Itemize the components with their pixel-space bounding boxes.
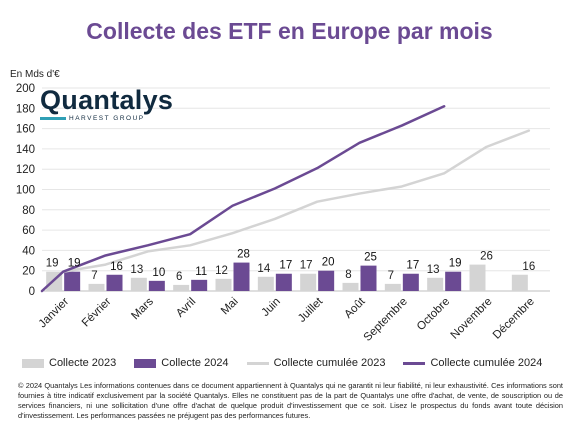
y-tick-label-40: 40: [22, 245, 35, 257]
data-label-2024-aout: 25: [364, 252, 377, 264]
x-tick-label-janvier: Janvier: [37, 296, 72, 331]
data-label-2023-octobre: 13: [427, 264, 440, 276]
disclaimer-text: © 2024 Quantalys Les informations conten…: [18, 381, 563, 420]
x-tick-label-avril: Avril: [174, 296, 198, 320]
data-label-2023-aout: 8: [345, 269, 351, 281]
legend-swatch-collecte-2024: [134, 358, 157, 368]
bar-2023-aout: [342, 282, 359, 291]
bar-2024-aout: [360, 265, 377, 291]
y-tick-label-0: 0: [29, 286, 35, 298]
legend-swatch-cumulee-2024: [403, 361, 426, 365]
x-tick-label-juillet: Juillet: [296, 295, 326, 325]
data-label-2023-septembre: 7: [388, 270, 394, 282]
line-collecte-cumulee-2024: [40, 105, 446, 293]
x-tick-label-septembre: Septembre: [362, 296, 410, 344]
y-axis-unit-label: En Mds d'€: [10, 69, 60, 80]
bar-2024-juillet: [318, 270, 335, 291]
x-tick-label-mai: Mai: [219, 296, 241, 318]
bar-2024-mai: [233, 262, 250, 291]
data-label-2024-janvier: 19: [68, 258, 81, 270]
y-tick-label-180: 180: [16, 103, 35, 115]
bar-2024-fevrier: [106, 274, 123, 291]
x-tick-label-aout: Août: [342, 295, 368, 321]
bar-2023-octobre: [427, 277, 444, 291]
y-tick-label-80: 80: [22, 205, 35, 217]
data-label-2023-decembre: 16: [522, 261, 535, 273]
bar-2023-septembre: [384, 283, 401, 291]
data-label-2024-septembre: 17: [406, 260, 419, 272]
legend-item-collecte-2024: Collecte 2024: [134, 357, 229, 369]
bar-2024-septembre: [402, 273, 419, 291]
y-tick-label-160: 160: [16, 124, 35, 136]
y-tick-label-20: 20: [22, 266, 35, 278]
bar-2023-novembre: [469, 264, 486, 291]
data-label-2024-juin: 17: [279, 260, 292, 272]
data-label-2024-mars: 10: [152, 267, 165, 279]
logo-tagline: HARVEST GROUP: [69, 115, 145, 122]
legend-label-cumulee-2023: Collecte cumulée 2023: [273, 357, 386, 369]
y-tick-label-100: 100: [16, 185, 35, 197]
legend-item-collecte-2023: Collecte 2023: [22, 357, 116, 369]
bar-2024-mars: [148, 280, 165, 291]
y-tick-label-60: 60: [22, 225, 35, 237]
bar-2023-avril: [173, 284, 190, 291]
legend-item-cumulee-2023: Collecte cumulée 2023: [246, 357, 386, 369]
data-label-2023-mars: 13: [130, 264, 143, 276]
bar-2023-decembre: [511, 274, 528, 291]
data-label-2023-novembre: 26: [480, 251, 493, 263]
bar-2023-fevrier: [88, 283, 105, 291]
legend-swatch-cumulee-2023: [246, 361, 269, 365]
bar-2023-juillet: [300, 273, 317, 291]
data-label-2023-avril: 6: [176, 271, 182, 283]
data-label-2023-juillet: 17: [300, 260, 313, 272]
data-label-2024-octobre: 19: [449, 258, 462, 270]
logo-accent-bar: [40, 117, 66, 120]
bar-2023-juin: [257, 276, 274, 291]
bar-2023-mars: [130, 277, 147, 291]
chart-title: Collecte des ETF en Europe par mois: [86, 18, 493, 44]
x-tick-label-novembre: Novembre: [449, 296, 495, 342]
data-label-2023-fevrier: 7: [91, 270, 97, 282]
data-label-2024-mai: 28: [237, 249, 250, 261]
data-label-2024-juillet: 20: [322, 257, 335, 269]
bar-2024-octobre: [445, 271, 462, 291]
data-label-2023-mai: 12: [215, 265, 228, 277]
legend-label-collecte-2023: Collecte 2023: [49, 357, 117, 369]
chart-plot: 0 20 40 60 80 100 120 140 160 180 200 19 19 7 16 13 10 6 1…: [16, 83, 550, 344]
bar-2024-janvier: [64, 271, 81, 291]
legend-label-collecte-2024: Collecte 2024: [161, 357, 229, 369]
data-label-2023-juin: 14: [257, 263, 270, 275]
y-tick-label-140: 140: [16, 144, 35, 156]
y-tick-label-200: 200: [16, 83, 35, 95]
data-label-2024-fevrier: 16: [110, 261, 123, 273]
line-collecte-cumulee-2023: [40, 129, 531, 293]
logo-name: Quantalys: [40, 85, 174, 115]
x-tick-label-decembre: Décembre: [491, 296, 537, 342]
bar-2024-avril: [191, 279, 208, 291]
bar-2023-mai: [215, 278, 232, 291]
y-tick-label-120: 120: [16, 164, 35, 176]
data-label-2023-janvier: 19: [46, 258, 59, 270]
x-tick-label-fevrier: Février: [80, 296, 114, 330]
legend-swatch-collecte-2023: [22, 358, 44, 368]
chart-legend: Collecte 2023 Collecte 2024 Collecte cum…: [22, 357, 562, 369]
x-tick-label-juin: Juin: [260, 296, 283, 319]
legend-label-cumulee-2024: Collecte cumulée 2024: [430, 357, 543, 369]
quantalys-logo: Quantalys HARVEST GROUP: [40, 86, 173, 122]
x-tick-label-octobre: Octobre: [415, 296, 452, 333]
x-tick-label-mars: Mars: [129, 295, 156, 322]
bar-2024-juin: [275, 273, 292, 291]
data-label-2024-avril: 11: [195, 266, 207, 278]
legend-item-cumulee-2024: Collecte cumulée 2024: [403, 357, 542, 369]
